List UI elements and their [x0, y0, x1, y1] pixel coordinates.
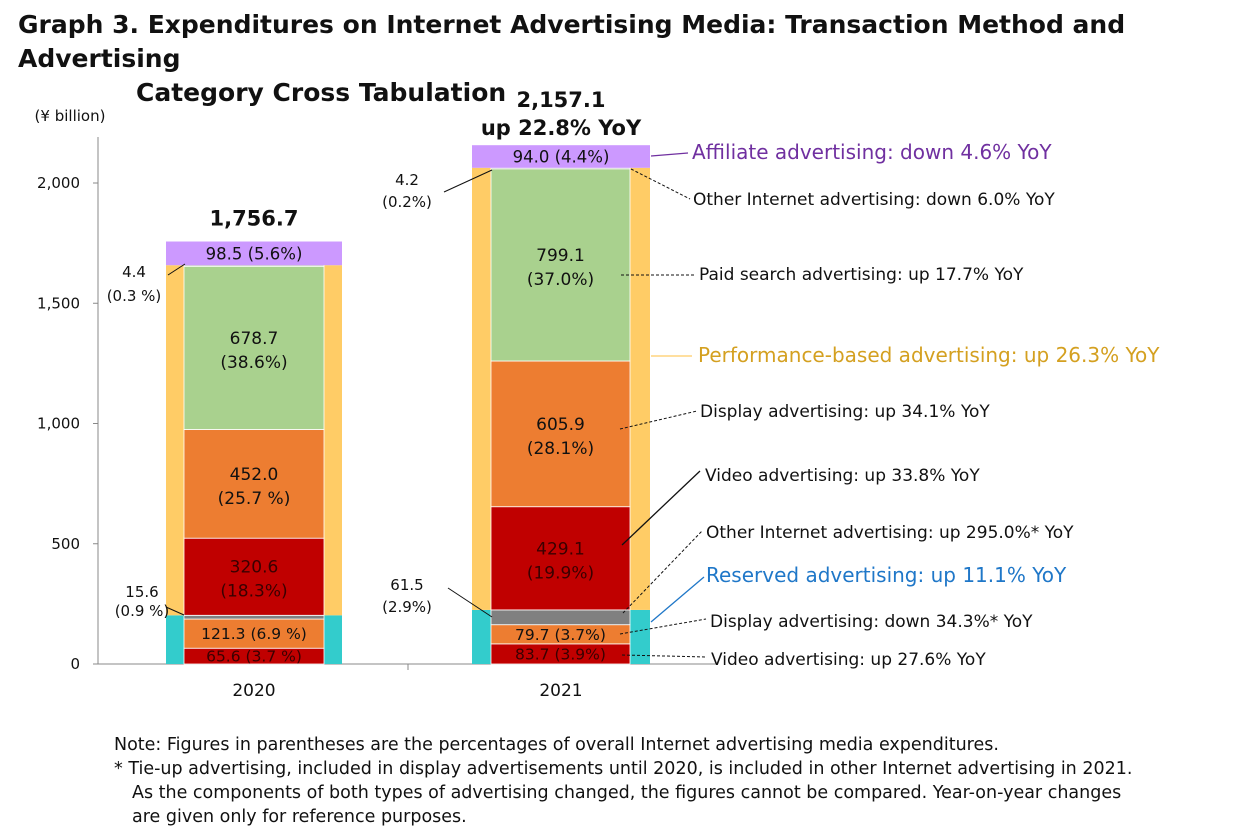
stacked-bar-chart: 0 500 1,000 1,500 2,000 (¥ billion) 65.6 (3.7 …: [35, 88, 1161, 701]
annotation-res-video: Video advertising: up 27.6% YoY: [711, 650, 986, 670]
performance-display-pct-2020: (25.7 %): [218, 489, 291, 509]
performance-display-pct-2021: (28.1%): [527, 439, 594, 459]
performance-video-pct-2020: (18.3%): [220, 582, 287, 602]
note-line-1: Note: Figures in parentheses are the per…: [114, 735, 999, 755]
note-line-3: As the components of both types of adver…: [132, 783, 1122, 803]
performance-paid_search-bar-2020: [183, 265, 325, 430]
chart-title-line2: Category Cross Tabulation: [136, 78, 507, 107]
callout-2021-res-other-pct: (2.9%): [382, 598, 432, 616]
total-growth-label-2021: up 22.8% YoY: [481, 116, 642, 140]
annotation-paid-search: Paid search advertising: up 17.7% YoY: [699, 265, 1024, 285]
annotation-leader-perf-display: [619, 410, 698, 430]
performance-paid_search-bar-2021: [490, 168, 631, 362]
annotation-leader-reserved: [650, 576, 705, 623]
callout-2020-res-other-leader: [165, 606, 185, 616]
reserved-other-bar-2021: [490, 609, 631, 626]
note-line-2: * Tie-up advertising, included in displa…: [114, 759, 1133, 779]
performance-paid_search-value-2020: 678.7: [230, 329, 279, 349]
annotation-res-display: Display advertising: down 34.3%* YoY: [710, 612, 1033, 632]
affiliate-bar-2021: [472, 145, 650, 168]
affiliate-bar-2020: [166, 241, 342, 266]
note-line-4: are given only for reference purposes.: [132, 807, 467, 827]
performance-display-value-2021: 605.9: [536, 415, 585, 435]
callout-2020-perf-other-leader: [167, 263, 186, 276]
callout-2020-perf-other-value: 4.4: [122, 263, 146, 281]
annotation-affiliate: Affiliate advertising: down 4.6% YoY: [692, 140, 1052, 164]
annotation-reserved: Reserved advertising: up 11.1% YoY: [706, 563, 1067, 587]
callout-2021-perf-other-leader: [443, 169, 493, 193]
y-tick-label-2000: 2,000: [37, 174, 80, 192]
callout-2021-res-other-leader: [447, 587, 493, 618]
performance-paid_search-pct-2021: (37.0%): [527, 270, 594, 290]
performance-display-bar-2020: [183, 429, 325, 539]
reserved-display-label-2021: 79.7 (3.7%): [515, 626, 606, 644]
x-category-label-2021: 2021: [539, 681, 582, 701]
performance-other-bar-2020: [183, 264, 325, 267]
annotation-leader-perf-other: [630, 168, 691, 200]
annotation-leader-res-other: [622, 530, 703, 614]
reserved-display-label-2020: 121.3 (6.9 %): [201, 625, 307, 643]
y-tick-label-1000: 1,000: [37, 415, 80, 433]
callout-2021-res-other-value: 61.5: [390, 576, 423, 594]
performance-display-bar-2021: [490, 360, 631, 508]
performance-video-bar-2021: [490, 506, 631, 611]
callout-2021-perf-other-pct: (0.2%): [382, 193, 432, 211]
performance-video-bar-2020: [183, 537, 325, 616]
reserved-other-bar-2020: [183, 614, 325, 620]
y-tick-label-1500: 1,500: [37, 294, 80, 312]
annotation-leader-res-video: [621, 654, 708, 658]
chart-notes: Note: Figures in parentheses are the per…: [114, 733, 1132, 829]
callout-2020-res-other-value: 15.6: [125, 583, 158, 601]
annotation-res-other: Other Internet advertising: up 295.0%* Y…: [706, 523, 1074, 543]
annotation-performance: Performance-based advertising: up 26.3% …: [698, 343, 1160, 367]
annotation-perf-display: Display advertising: up 34.1% YoY: [700, 402, 990, 422]
reserved-video-label-2020: 65.6 (3.7 %): [206, 648, 302, 666]
performance-other-bar-2021: [490, 167, 631, 170]
performance-paid_search-pct-2020: (38.6%): [220, 353, 287, 373]
annotation-leader-perf-video: [621, 470, 701, 546]
annotation-leader-affiliate: [650, 152, 689, 157]
affiliate-label-2020: 98.5 (5.6%): [206, 244, 303, 263]
annotation-perf-video: Video advertising: up 33.8% YoY: [705, 466, 980, 486]
x-category-label-2020: 2020: [232, 681, 275, 701]
reserved-video-label-2021: 83.7 (3.9%): [515, 645, 606, 663]
performance-paid_search-value-2021: 799.1: [536, 246, 585, 266]
chart-title: Graph 3. Expenditures on Internet Advert…: [18, 8, 1239, 110]
annotation-perf-other: Other Internet advertising: down 6.0% Yo…: [693, 190, 1055, 210]
total-label-2021: 2,157.1: [516, 88, 605, 112]
performance-video-pct-2021: (19.9%): [527, 563, 594, 583]
callout-2020-res-other-pct: (0.9 %): [115, 602, 170, 620]
performance-video-value-2021: 429.1: [536, 539, 585, 559]
y-axis-unit-label: (¥ billion): [35, 107, 106, 125]
annotation-leader-res-display: [619, 618, 707, 635]
performance-video-value-2020: 320.6: [230, 558, 279, 578]
callout-2021-perf-other-value: 4.2: [395, 171, 419, 189]
reserved-display-bar-2020: [183, 618, 325, 649]
chart-title-line1: Graph 3. Expenditures on Internet Advert…: [18, 10, 1126, 73]
y-tick-label-500: 500: [51, 535, 80, 553]
performance-display-value-2020: 452.0: [230, 465, 279, 485]
y-tick-label-0: 0: [70, 655, 80, 673]
total-label-2020: 1,756.7: [209, 207, 298, 231]
callout-2020-perf-other-pct: (0.3 %): [107, 287, 162, 305]
affiliate-label-2021: 94.0 (4.4%): [513, 147, 610, 166]
